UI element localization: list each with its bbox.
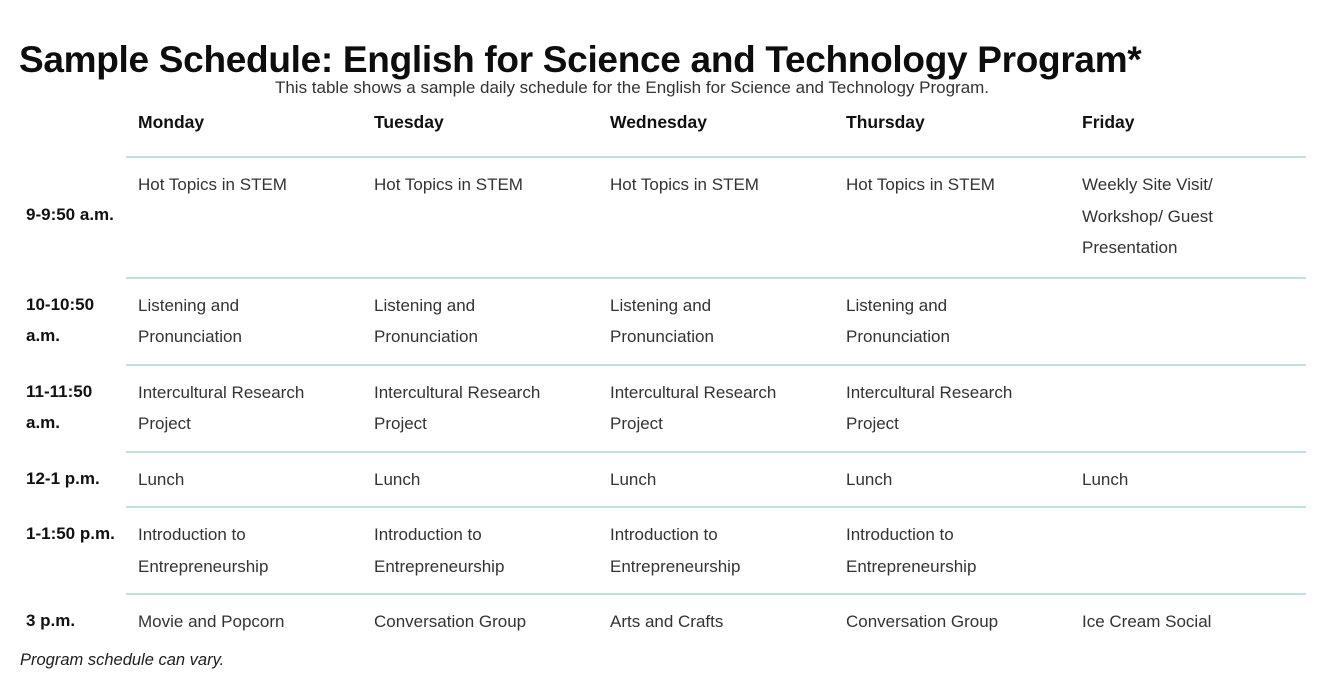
table-caption: This table shows a sample daily schedule…	[274, 78, 990, 97]
cell-friday	[1070, 506, 1306, 594]
table-row: 10-10:50 a.m. Listening and Pronunciatio…	[0, 276, 1306, 365]
cell-thursday: Listening and Pronunciation	[834, 276, 1070, 365]
row-time-label: 1-1:50 p.m.	[26, 524, 115, 543]
page-title: Sample Schedule: English for Science and…	[19, 38, 1142, 80]
column-header-friday: Friday	[1082, 112, 1135, 132]
table-row: 1-1:50 p.m. Introduction to Entrepreneur…	[0, 506, 1306, 594]
cell-wednesday: Hot Topics in STEM	[598, 156, 834, 278]
cell-friday	[1070, 363, 1306, 452]
table-header: Monday Tuesday Wednesday Thursday Friday	[0, 110, 1306, 157]
cell-tuesday: Intercultural Research Project	[362, 363, 598, 452]
row-time-label: 10-10:50 a.m.	[26, 294, 95, 346]
cell-wednesday: Intercultural Research Project	[598, 363, 834, 452]
cell-tuesday: Listening and Pronunciation	[362, 276, 598, 365]
cell-thursday: Introduction to Entrepreneurship	[834, 506, 1070, 594]
cell-friday: Weekly Site Visit/ Workshop/ Guest Prese…	[1070, 156, 1306, 278]
cell-thursday: Lunch	[834, 450, 1070, 507]
cell-monday: Introduction to Entrepreneurship	[126, 506, 362, 594]
cell-wednesday: Arts and Crafts	[598, 593, 834, 649]
cell-tuesday: Introduction to Entrepreneurship	[362, 506, 598, 594]
cell-thursday: Conversation Group	[834, 593, 1070, 649]
column-header-tuesday: Tuesday	[374, 112, 444, 132]
table-row: 3 p.m. Movie and Popcorn Conversation Gr…	[0, 593, 1306, 649]
cell-friday: Lunch	[1070, 450, 1306, 507]
row-time-label: 12-1 p.m.	[26, 468, 100, 488]
cell-tuesday: Lunch	[362, 450, 598, 507]
cell-monday: Intercultural Research Project	[126, 363, 362, 452]
cell-monday: Movie and Popcorn	[126, 593, 362, 649]
row-time-label: 11-11:50 a.m.	[26, 381, 93, 433]
column-header-thursday: Thursday	[846, 112, 925, 132]
header-row: Monday Tuesday Wednesday Thursday Friday	[0, 110, 1306, 157]
cell-monday: Listening and Pronunciation	[126, 276, 362, 365]
table-row: 9-9:50 a.m. Hot Topics in STEM Hot Topic…	[0, 156, 1306, 278]
cell-friday: Ice Cream Social	[1070, 593, 1306, 649]
schedule-table: Monday Tuesday Wednesday Thursday Friday…	[0, 110, 1306, 649]
column-header-monday: Monday	[138, 112, 205, 132]
cell-wednesday: Introduction to Entrepreneurship	[598, 506, 834, 594]
cell-monday: Lunch	[126, 450, 362, 507]
table-row: 11-11:50 a.m. Intercultural Research Pro…	[0, 363, 1306, 452]
cell-wednesday: Lunch	[598, 450, 834, 507]
cell-thursday: Intercultural Research Project	[834, 363, 1070, 452]
row-time-label: 3 p.m.	[26, 611, 76, 630]
cell-thursday: Hot Topics in STEM	[834, 156, 1070, 278]
column-header-wednesday: Wednesday	[610, 112, 707, 132]
table-row: 12-1 p.m. Lunch Lunch Lunch Lunch Lunch	[0, 450, 1306, 507]
footnote: Program schedule can vary.	[20, 651, 225, 669]
cell-monday: Hot Topics in STEM	[126, 156, 362, 278]
cell-wednesday: Listening and Pronunciation	[598, 276, 834, 365]
cell-tuesday: Conversation Group	[362, 593, 598, 649]
cell-friday	[1070, 276, 1306, 365]
column-header-time	[0, 110, 126, 157]
row-time-label: 9-9:50 a.m.	[26, 205, 114, 224]
table-body: 9-9:50 a.m. Hot Topics in STEM Hot Topic…	[0, 156, 1306, 649]
cell-tuesday: Hot Topics in STEM	[362, 156, 598, 278]
